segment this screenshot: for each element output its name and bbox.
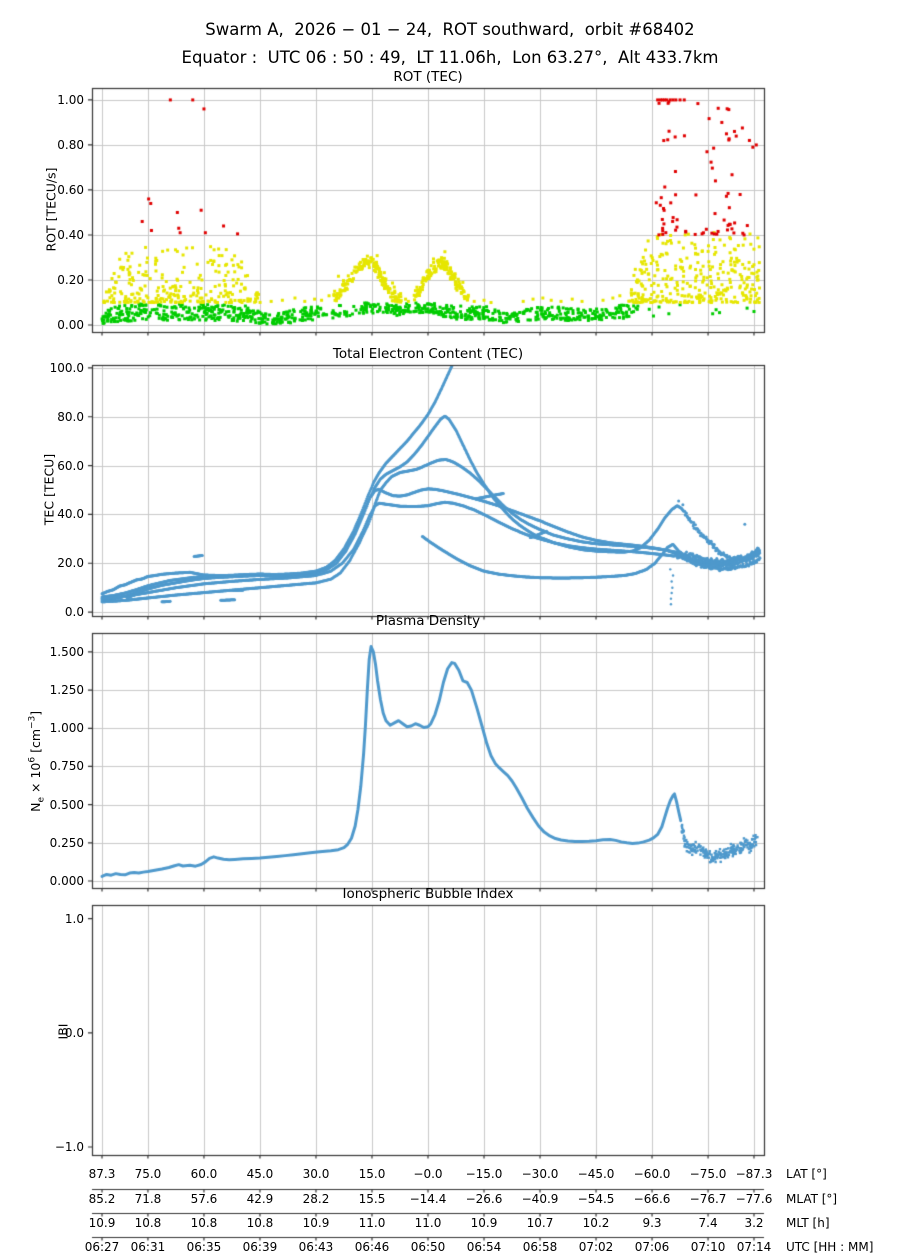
y-tick-label: 0.250 (49, 835, 84, 850)
y-tick-label: 60.0 (57, 458, 84, 473)
y-tick-label: 0.80 (57, 137, 84, 152)
x-tick-label: −77.6 (735, 1192, 773, 1206)
axis-unit-label: UTC [HH : MM] (786, 1240, 874, 1254)
y-tick-label: 0.00 (57, 318, 84, 333)
x-tick-label: 3.2 (744, 1216, 764, 1230)
x-tick-label: −30.0 (521, 1167, 559, 1181)
y-axis-label-density-part: ] (27, 710, 43, 716)
y-tick-label: 0.500 (49, 797, 84, 812)
y-tick-label: 0.750 (49, 759, 84, 774)
x-tick-label: 30.0 (302, 1167, 330, 1181)
figure-title: Swarm A, 2026 − 01 − 24, ROT southward, … (205, 20, 695, 39)
y-tick-label: 0.60 (57, 182, 84, 197)
x-tick-label: 15.0 (358, 1167, 386, 1181)
panel-title-ibi: Ionospheric Bubble Index (342, 886, 514, 902)
x-tick-label: −75.0 (689, 1167, 727, 1181)
x-tick-label: 42.9 (246, 1192, 274, 1206)
x-tick-label: 10.8 (246, 1216, 274, 1230)
x-tick-label: −60.0 (633, 1167, 671, 1181)
y-tick-label: 1.00 (57, 92, 84, 107)
y-tick-label: 0.20 (57, 273, 84, 287)
panel-title-rot: ROT (TEC) (393, 69, 463, 85)
x-tick-label: 57.6 (190, 1192, 218, 1206)
x-tick-label: 60.0 (190, 1167, 218, 1181)
x-tick-label: −87.3 (735, 1167, 773, 1181)
x-tick-label: 06:54 (466, 1240, 502, 1254)
y-axis-label-tec: TEC [TECU] (41, 453, 57, 526)
x-tick-label: 10.2 (582, 1216, 610, 1230)
y-tick-label: 0.0 (64, 605, 84, 620)
x-tick-label: −45.0 (577, 1167, 615, 1181)
y-tick-label: 0.40 (57, 227, 84, 242)
x-tick-label: −76.7 (689, 1192, 727, 1206)
x-tick-label: 11.0 (358, 1216, 386, 1230)
x-tick-label: 06:50 (410, 1240, 446, 1254)
x-tick-label: 15.5 (358, 1192, 386, 1206)
panel-title-tec: Total Electron Content (TEC) (332, 346, 524, 362)
y-tick-label: 100.0 (49, 360, 84, 375)
x-tick-label: −0.0 (413, 1167, 443, 1181)
x-tick-label: 75.0 (134, 1167, 162, 1181)
x-tick-label: −66.6 (633, 1192, 671, 1206)
x-tick-label: −40.9 (521, 1192, 559, 1206)
x-tick-label: 45.0 (246, 1167, 274, 1181)
y-tick-label: 0.000 (49, 873, 84, 888)
x-tick-label: 7.4 (698, 1216, 718, 1230)
x-tick-label: 10.9 (88, 1216, 116, 1230)
x-tick-label: −15.0 (465, 1167, 503, 1181)
y-tick-label: 1.250 (49, 683, 84, 698)
x-tick-label: −54.5 (577, 1192, 615, 1206)
x-tick-label: −26.6 (465, 1192, 503, 1206)
x-tick-label: 87.3 (88, 1167, 116, 1181)
x-tick-label: 10.9 (470, 1216, 498, 1230)
x-tick-label: 28.2 (302, 1192, 330, 1206)
x-tick-label: 10.8 (134, 1216, 162, 1230)
y-tick-label: 80.0 (57, 409, 84, 424)
x-tick-label: 06:43 (298, 1240, 334, 1254)
x-tick-label: 07:02 (578, 1240, 614, 1254)
x-tick-label: 71.8 (134, 1192, 162, 1206)
axis-unit-label: MLT [h] (786, 1216, 830, 1230)
y-tick-label: −1.0 (54, 1140, 84, 1154)
axis-unit-label: LAT [°] (786, 1167, 827, 1181)
x-tick-label: 85.2 (88, 1192, 116, 1206)
y-tick-label: 1.500 (49, 644, 84, 659)
x-tick-label: 07:06 (634, 1240, 670, 1254)
y-tick-label: 0.0 (64, 1025, 84, 1040)
x-tick-label: 9.3 (642, 1216, 662, 1230)
x-tick-label: 11.0 (414, 1216, 442, 1230)
x-tick-label: 06:39 (242, 1240, 278, 1254)
x-tick-label: 06:58 (522, 1240, 558, 1254)
figure-subtitle: Equator : UTC 06 : 50 : 49, LT 11.06h, L… (181, 48, 719, 67)
y-tick-label: 20.0 (57, 556, 84, 571)
x-tick-label: 06:31 (130, 1240, 166, 1254)
x-tick-label: 07:14 (736, 1240, 772, 1254)
x-tick-label: 10.7 (526, 1216, 554, 1230)
x-tick-label: −14.4 (409, 1192, 447, 1206)
x-tick-label: 10.8 (190, 1216, 218, 1230)
x-tick-label: 07:10 (690, 1240, 726, 1254)
x-tick-label: 10.9 (302, 1216, 330, 1230)
y-tick-label: 40.0 (57, 507, 84, 522)
axis-unit-label: MLAT [°] (786, 1192, 838, 1206)
x-tick-label: 06:27 (84, 1240, 120, 1254)
y-tick-label: 1.0 (64, 911, 84, 926)
x-tick-label: 06:46 (354, 1240, 390, 1254)
panel-title-density: Plasma Density (375, 613, 481, 629)
y-tick-label: 1.000 (49, 721, 84, 736)
x-tick-label: 06:35 (186, 1240, 222, 1254)
